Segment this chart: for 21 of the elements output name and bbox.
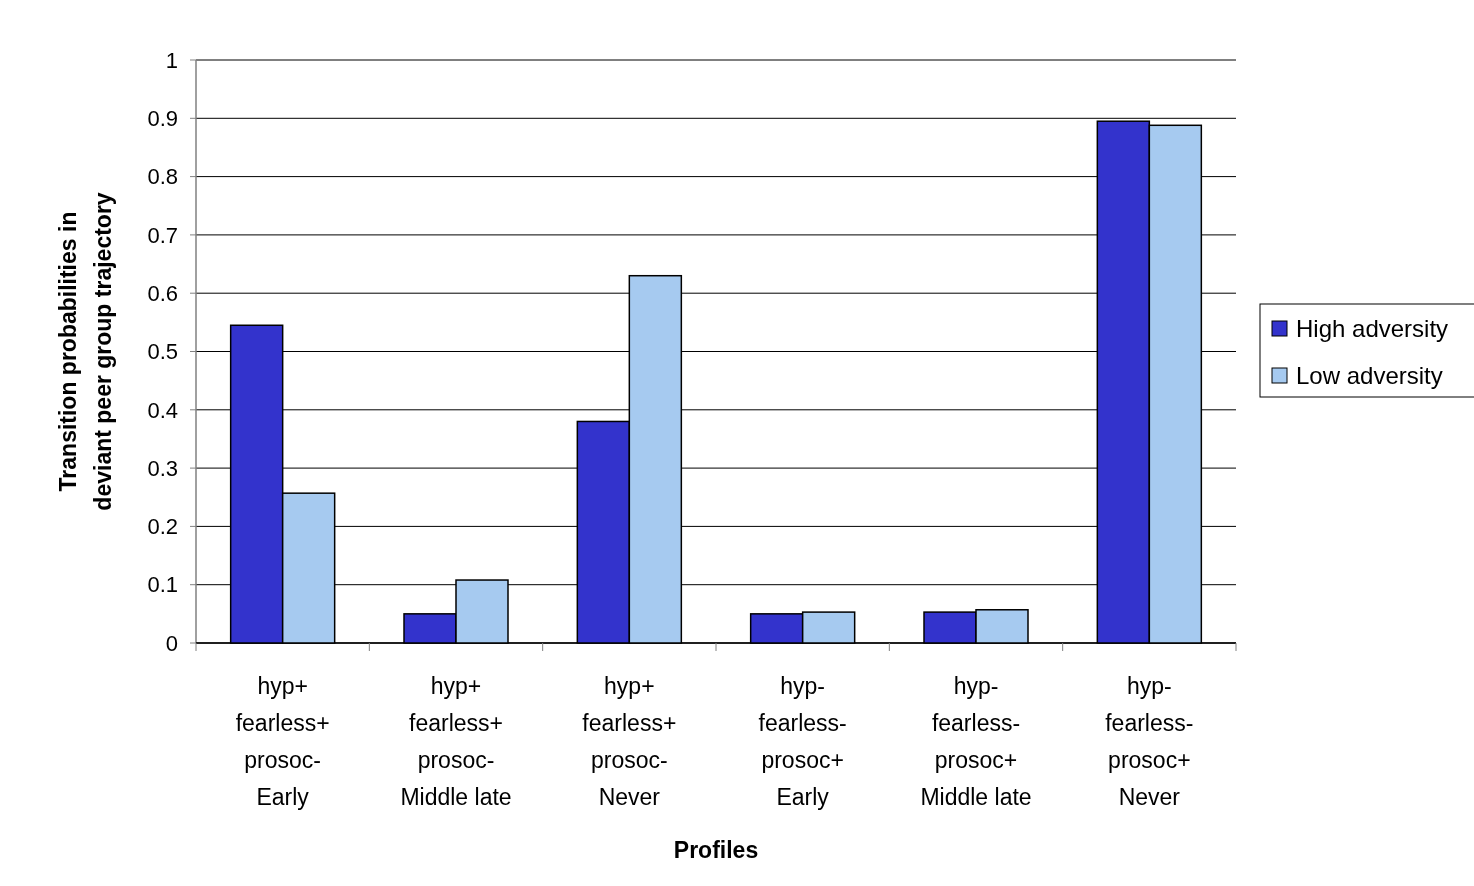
y-tick-label: 0.9 xyxy=(147,106,178,131)
y-tick-label: 0 xyxy=(165,630,178,656)
y-tick-label: 0.7 xyxy=(147,222,178,248)
y-tick-label: 0.5 xyxy=(147,339,178,365)
x-tick-label: hyp+ fearless+ prosoc- Middle late xyxy=(400,673,512,810)
y-tick-label: 0.6 xyxy=(147,280,178,306)
y-tick-label: 0.1 xyxy=(147,572,178,598)
y-tick-label: 0.2 xyxy=(147,514,178,540)
x-tick-label: hyp- fearless- prosoc+ Early xyxy=(758,673,847,810)
x-tick-label: hyp+ fearless+ prosoc- Never xyxy=(582,673,677,810)
y-axis-title: Transition probabilities in deviant peer group trajectory xyxy=(55,192,116,511)
legend-label: Low adversity xyxy=(1296,362,1443,390)
legend-label: High adversity xyxy=(1296,315,1449,343)
x-tick-label: hyp- fearless- prosoc+ Never xyxy=(1105,673,1194,810)
y-tick-label: 0.8 xyxy=(147,164,178,190)
x-tick-label: hyp- fearless- prosoc+ Middle late xyxy=(920,673,1032,810)
y-tick-label: 0.4 xyxy=(147,397,178,423)
y-tick-label: 0.3 xyxy=(147,455,178,481)
y-tick-label: 1 xyxy=(165,47,178,73)
x-tick-label: hyp+ fearless+ prosoc- Early xyxy=(235,673,330,810)
x-axis-title: Profiles xyxy=(673,837,759,863)
